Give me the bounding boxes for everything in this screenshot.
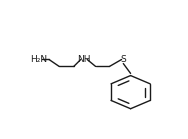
Text: S: S bbox=[121, 55, 126, 64]
Text: NH: NH bbox=[77, 55, 91, 64]
Text: H₂N: H₂N bbox=[30, 55, 47, 64]
